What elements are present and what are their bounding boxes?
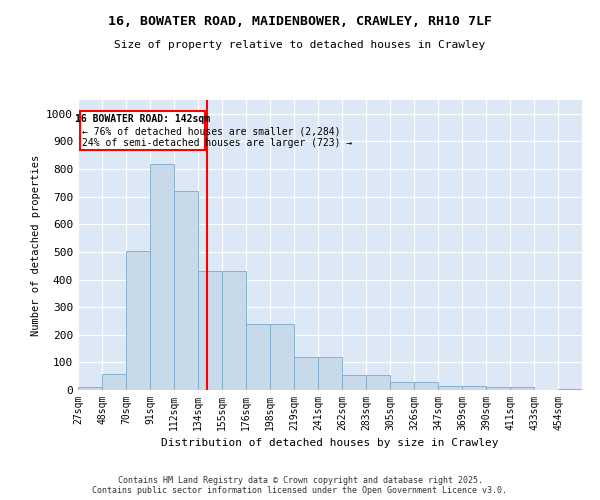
Text: 16, BOWATER ROAD, MAIDENBOWER, CRAWLEY, RH10 7LF: 16, BOWATER ROAD, MAIDENBOWER, CRAWLEY, … bbox=[108, 15, 492, 28]
Bar bbox=[126, 250, 150, 390]
FancyBboxPatch shape bbox=[80, 111, 205, 150]
X-axis label: Distribution of detached houses by size in Crawley: Distribution of detached houses by size … bbox=[161, 438, 499, 448]
Bar bbox=[414, 382, 438, 390]
Text: 24% of semi-detached houses are larger (723) →: 24% of semi-detached houses are larger (… bbox=[82, 138, 353, 148]
Text: Contains HM Land Registry data © Crown copyright and database right 2025.
Contai: Contains HM Land Registry data © Crown c… bbox=[92, 476, 508, 495]
Bar bbox=[366, 375, 390, 390]
Y-axis label: Number of detached properties: Number of detached properties bbox=[31, 154, 41, 336]
Bar bbox=[222, 271, 246, 390]
Bar bbox=[198, 271, 222, 390]
Bar bbox=[78, 387, 102, 390]
Bar bbox=[174, 191, 198, 390]
Text: 16 BOWATER ROAD: 142sqm: 16 BOWATER ROAD: 142sqm bbox=[75, 114, 210, 124]
Bar bbox=[246, 324, 270, 390]
Bar bbox=[558, 388, 582, 390]
Bar bbox=[150, 164, 174, 390]
Bar bbox=[270, 324, 294, 390]
Bar bbox=[510, 386, 534, 390]
Bar bbox=[294, 357, 318, 390]
Bar bbox=[438, 386, 462, 390]
Text: Size of property relative to detached houses in Crawley: Size of property relative to detached ho… bbox=[115, 40, 485, 50]
Bar bbox=[486, 386, 510, 390]
Bar bbox=[462, 386, 486, 390]
Bar bbox=[342, 375, 366, 390]
Bar bbox=[318, 357, 342, 390]
Text: ← 76% of detached houses are smaller (2,284): ← 76% of detached houses are smaller (2,… bbox=[82, 126, 341, 136]
Bar bbox=[390, 382, 414, 390]
Bar bbox=[102, 374, 126, 390]
